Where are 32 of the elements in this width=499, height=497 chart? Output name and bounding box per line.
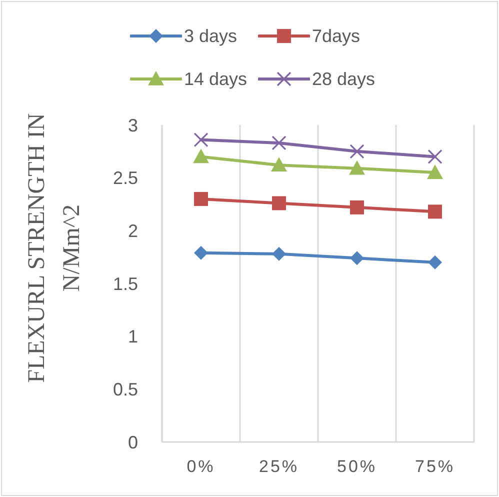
y-tick-label: 0.5 (112, 380, 138, 400)
legend-label: 14 days (184, 68, 248, 90)
point (272, 196, 286, 210)
point (428, 149, 442, 164)
point (427, 164, 443, 179)
legend-label: 3 days (184, 26, 238, 46)
legend-label: 28 days (312, 68, 376, 90)
y-tick-label: 1.5 (112, 274, 138, 294)
y-axis-title: FLEXURL STRENGTH IN N/Mm^2 (24, 113, 85, 383)
point (271, 157, 287, 172)
x-tick-label: 0% (186, 457, 216, 476)
point (349, 160, 365, 175)
y-tick-label: 2 (128, 221, 138, 242)
legend-label: 7days (312, 26, 360, 46)
point (350, 251, 364, 266)
y-tick-label: 0 (128, 432, 138, 452)
x-tick-label: 75% (414, 457, 456, 476)
y-tick-label: 1 (128, 326, 138, 347)
point (272, 136, 286, 150)
y-tick-label: 2.5 (112, 168, 138, 188)
point (194, 246, 208, 260)
point (428, 255, 442, 270)
point (272, 246, 286, 261)
point (194, 192, 208, 206)
x-tick-label: 50% (336, 457, 378, 476)
x-tick-label: 25% (258, 457, 300, 476)
point (350, 144, 364, 159)
y-tick-label: 3 (128, 115, 138, 136)
point (194, 132, 208, 148)
point (193, 148, 209, 164)
point (428, 204, 442, 219)
point (350, 200, 364, 214)
